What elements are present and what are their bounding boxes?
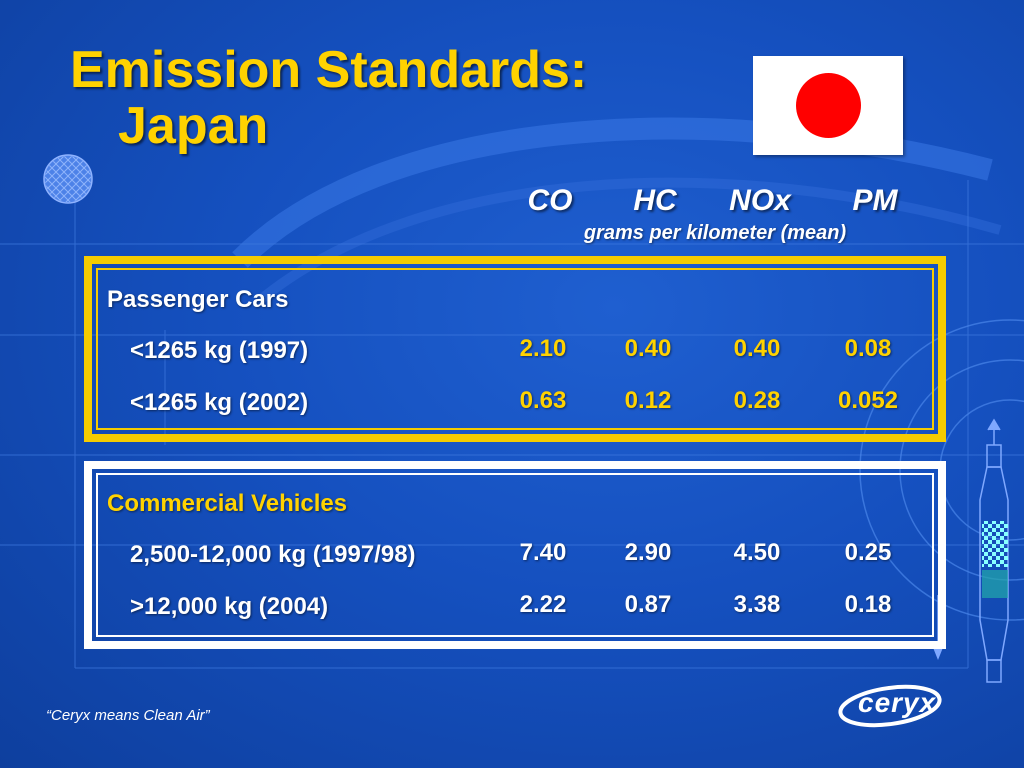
value-cell: 0.40 <box>733 335 781 362</box>
title-line-2: Japan <box>118 97 269 155</box>
value-cell: 0.63 <box>519 387 567 414</box>
logo-text: ceryx <box>858 687 937 718</box>
ceryx-logo: ceryx <box>838 682 956 728</box>
value-cell: 2.22 <box>519 591 567 618</box>
flag-sun <box>796 73 861 138</box>
passenger-cars-box <box>84 256 946 442</box>
units-caption: grams per kilometer (mean) <box>583 222 847 244</box>
value-cell: 0.28 <box>733 387 781 414</box>
value-cell: 2.10 <box>519 335 567 362</box>
row-label: <1265 kg (2002) <box>130 389 309 416</box>
column-header-nox: NOx <box>729 184 791 217</box>
value-cell: 3.38 <box>733 591 781 618</box>
value-cell: 0.25 <box>844 539 892 566</box>
value-cell: 0.08 <box>844 335 892 362</box>
column-header-co: CO <box>527 184 573 217</box>
value-cell: 0.87 <box>624 591 672 618</box>
group-label-passenger-cars: Passenger Cars <box>107 286 289 313</box>
row-label: >12,000 kg (2004) <box>130 593 329 620</box>
row-label: 2,500-12,000 kg (1997/98) <box>130 541 416 568</box>
value-cell: 2.90 <box>624 539 672 566</box>
value-cell: 0.052 <box>837 387 899 414</box>
value-cell: 4.50 <box>733 539 781 566</box>
japan-flag-icon <box>753 56 903 155</box>
value-cell: 0.40 <box>624 335 672 362</box>
value-cell: 0.12 <box>624 387 672 414</box>
title-line-1: Emission Standards: <box>70 41 588 99</box>
commercial-vehicles-box <box>84 461 946 649</box>
tagline: “Ceryx means Clean Air” <box>46 707 210 724</box>
group-label-commercial-vehicles: Commercial Vehicles <box>107 490 348 517</box>
mesh-ball-icon <box>43 154 93 204</box>
logo-swoosh-icon <box>838 684 942 728</box>
slide-title: Emission Standards: Japan <box>70 42 587 154</box>
row-label: <1265 kg (1997) <box>130 337 309 364</box>
column-header-hc: HC <box>633 184 677 217</box>
value-cell: 7.40 <box>519 539 567 566</box>
column-header-pm: PM <box>852 184 898 217</box>
value-cell: 0.18 <box>844 591 892 618</box>
